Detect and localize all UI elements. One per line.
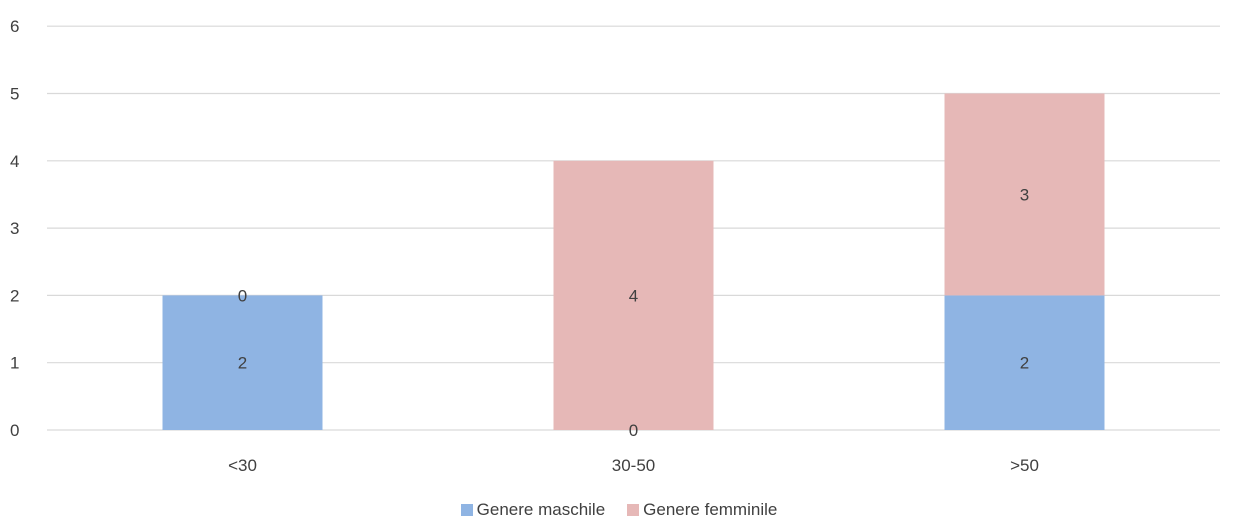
- legend-label-female: Genere femminile: [643, 500, 778, 519]
- y-tick-label: 1: [10, 354, 19, 373]
- legend-label-male: Genere maschile: [476, 500, 606, 519]
- x-tick-label: 30-50: [612, 456, 655, 475]
- x-axis-ticks: <30 30-50 >50: [228, 456, 1039, 475]
- x-tick-label: >50: [1010, 456, 1039, 475]
- bars: [162, 93, 1105, 431]
- bar-segment: [553, 160, 714, 431]
- legend-swatch-female: [627, 504, 640, 516]
- y-tick-label: 0: [10, 421, 19, 440]
- legend-item-male: Genere maschile: [460, 500, 606, 520]
- y-tick-label: 4: [10, 152, 19, 171]
- y-tick-label: 6: [10, 17, 19, 36]
- y-tick-label: 2: [10, 286, 19, 305]
- bar-segment: [944, 295, 1105, 430]
- bar-segment: [162, 295, 323, 430]
- data-labels: 2 0 0 4 2 3: [238, 185, 1029, 440]
- data-label: 0: [629, 421, 638, 440]
- data-label: 0: [238, 286, 247, 305]
- bar-segment: [944, 93, 1105, 296]
- y-tick-label: 3: [10, 219, 19, 238]
- data-label: 2: [1020, 354, 1029, 373]
- legend-swatch-male: [460, 504, 473, 516]
- x-tick-label: <30: [228, 456, 257, 475]
- legend-item-female: Genere femminile: [627, 500, 777, 520]
- legend: Genere maschile Genere femminile: [0, 500, 1238, 520]
- data-label: 3: [1020, 185, 1029, 204]
- y-axis-ticks: 0 1 2 3 4 5 6: [10, 17, 19, 440]
- data-label: 2: [238, 354, 247, 373]
- y-tick-label: 5: [10, 85, 19, 104]
- data-label: 4: [629, 286, 638, 305]
